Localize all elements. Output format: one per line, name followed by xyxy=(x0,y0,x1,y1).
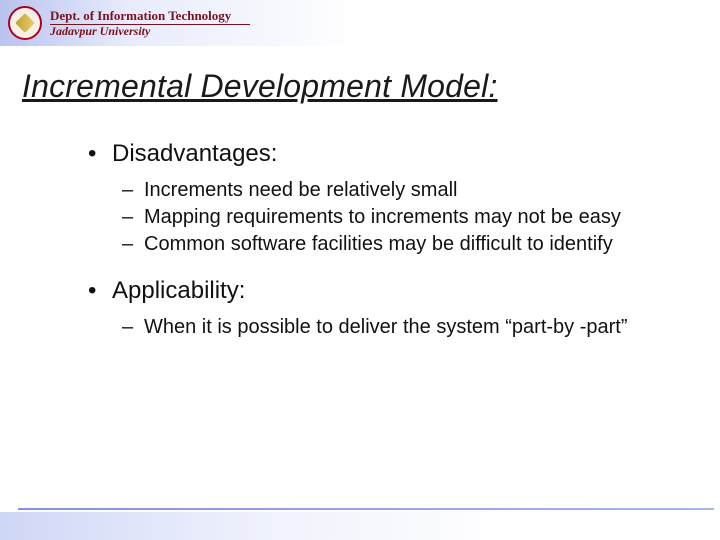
header-bar: Dept. of Information Technology Jadavpur… xyxy=(0,0,720,46)
list-item-text: Mapping requirements to increments may n… xyxy=(144,205,621,230)
section-heading-text: Disadvantages: xyxy=(112,140,277,168)
seal-inner-icon xyxy=(15,13,35,33)
university-seal-icon xyxy=(8,6,42,40)
list-item-text: When it is possible to deliver the syste… xyxy=(144,315,628,340)
section-heading: • Applicability: xyxy=(88,277,648,305)
list-item-text: Increments need be relatively small xyxy=(144,178,457,203)
bullet-l2-icon: – xyxy=(122,315,144,340)
bullet-l2-icon: – xyxy=(122,232,144,257)
list-item: – Common software facilities may be diff… xyxy=(88,232,648,257)
footer-rule xyxy=(18,508,714,510)
section-gap xyxy=(88,259,648,277)
department-block: Dept. of Information Technology Jadavpur… xyxy=(50,9,250,37)
list-item-text: Common software facilities may be diffic… xyxy=(144,232,613,257)
slide-title: Incremental Development Model: xyxy=(22,68,498,105)
slide: Dept. of Information Technology Jadavpur… xyxy=(0,0,720,540)
bullet-l2-icon: – xyxy=(122,178,144,203)
section-heading-text: Applicability: xyxy=(112,277,245,305)
slide-body: • Disadvantages: – Increments need be re… xyxy=(88,140,648,342)
bullet-l2-icon: – xyxy=(122,205,144,230)
list-item: – When it is possible to deliver the sys… xyxy=(88,315,648,340)
section-heading: • Disadvantages: xyxy=(88,140,648,168)
list-item: – Increments need be relatively small xyxy=(88,178,648,203)
footer-gradient xyxy=(0,512,720,540)
bullet-l1-icon: • xyxy=(88,277,112,305)
university-name: Jadavpur University xyxy=(50,25,250,38)
dept-name: Dept. of Information Technology xyxy=(50,9,250,23)
list-item: – Mapping requirements to increments may… xyxy=(88,205,648,230)
bullet-l1-icon: • xyxy=(88,140,112,168)
